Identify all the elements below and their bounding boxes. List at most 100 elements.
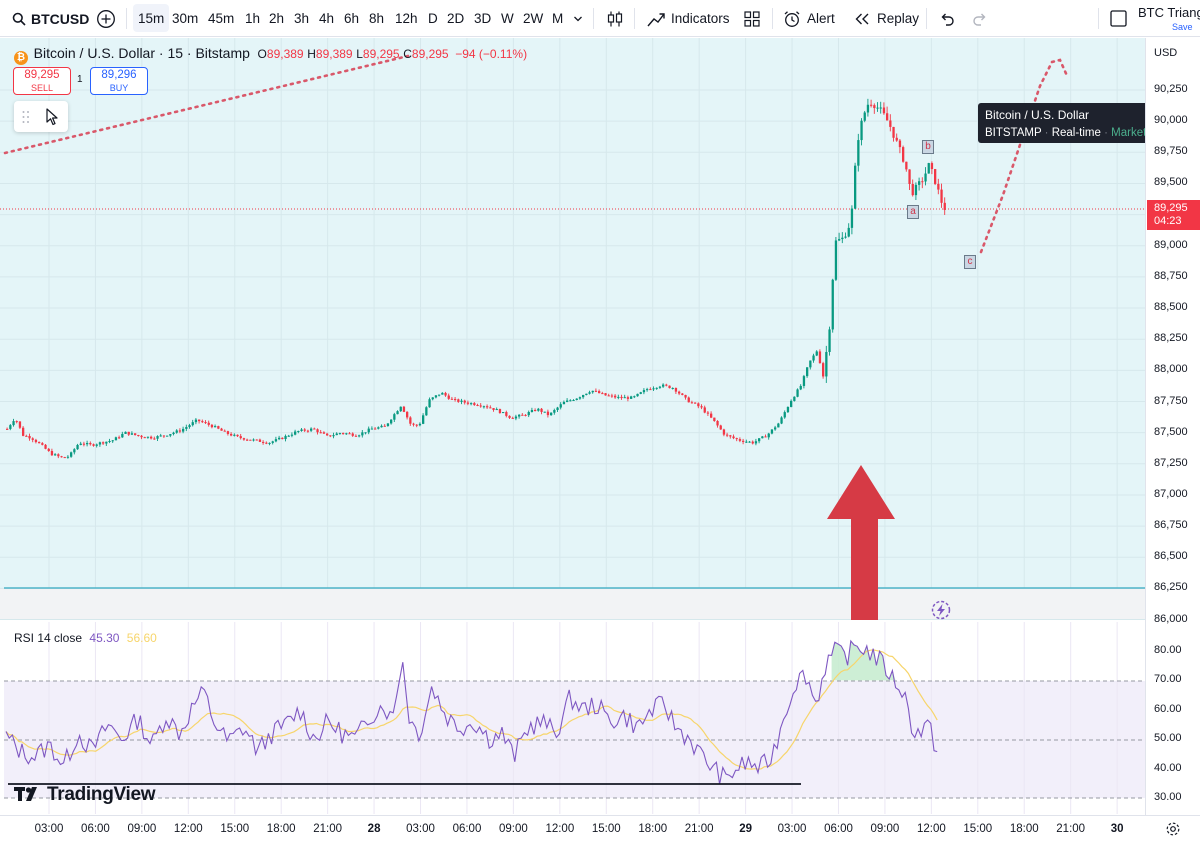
wave-label-c[interactable]: c [964, 255, 976, 269]
currency-selector[interactable]: USD [1154, 47, 1178, 59]
layouts-button[interactable] [744, 0, 760, 37]
floating-cursor-toolbar[interactable] [14, 101, 68, 132]
up-arrow-drawing[interactable] [827, 465, 895, 620]
compare-symbol-button[interactable] [96, 0, 116, 37]
timeframe-2h[interactable]: 2h [269, 11, 285, 26]
trendline-dotted[interactable] [3, 54, 410, 155]
candle [553, 408, 556, 415]
candle [6, 427, 9, 430]
candle [486, 404, 489, 409]
buy-button[interactable]: 89,296 BUY [90, 67, 148, 95]
timeframe-12h[interactable]: 12h [395, 11, 418, 26]
candle [294, 429, 297, 436]
toolbar-divider [634, 8, 635, 29]
timeframe-2d[interactable]: 2D [447, 11, 465, 26]
candle [770, 429, 774, 435]
low-label: L [356, 47, 363, 61]
candle [114, 436, 118, 441]
timeframe-d[interactable]: D [428, 11, 438, 26]
tradingview-wordmark: TradingView [46, 784, 156, 805]
wave-label-a[interactable]: a [907, 205, 919, 219]
price-tick: 88,250 [1154, 332, 1188, 345]
rsi-legend[interactable]: RSI 14 close 45.30 56.60 [14, 631, 157, 645]
candle [220, 427, 223, 431]
last-price-value: 89,295 [1154, 202, 1188, 214]
redo-icon [973, 13, 986, 26]
candle [390, 419, 393, 425]
timeframe-2w[interactable]: 2W [523, 11, 544, 26]
candle [706, 410, 710, 416]
timeframe-15m[interactable]: 15m [133, 4, 170, 32]
undo-button[interactable] [939, 0, 955, 37]
candle [217, 425, 220, 430]
redo-button[interactable] [972, 0, 988, 37]
timeframe-30m[interactable]: 30m [172, 11, 199, 26]
candle [377, 426, 380, 430]
alert-button[interactable]: Alert [783, 0, 835, 37]
time-axis[interactable]: 03:00 06:00 09:00 12:00 15:00 18:00 21:00 28 03:… [0, 815, 1200, 843]
candle [393, 412, 396, 423]
layout-name[interactable]: BTC Triang [1138, 5, 1200, 20]
candle [450, 396, 454, 400]
candle [102, 441, 105, 445]
price-scale[interactable]: USD 90,25090,00089,75089,50089,25089,000… [1145, 38, 1200, 815]
close-label: C [403, 47, 412, 61]
candle [492, 408, 495, 412]
replay-button[interactable]: Replay [854, 0, 919, 37]
candle [66, 455, 70, 459]
candle [345, 432, 348, 435]
price-chart-pane[interactable]: a b c ₿ Bitcoin / U.S. Dollar · 15 · Bit… [0, 38, 1145, 620]
timeframe-45m[interactable]: 45m [208, 11, 235, 26]
candle [444, 391, 447, 397]
candle [466, 400, 470, 406]
candle [422, 413, 425, 425]
replay-lightning-icon[interactable] [931, 600, 951, 620]
sell-price: 89,295 [24, 69, 60, 81]
rsi-pane[interactable]: RSI 14 close 45.30 56.60 TradingView [0, 622, 1145, 814]
tradingview-logo[interactable]: TradingView [14, 784, 156, 806]
candle [415, 424, 418, 428]
candle [927, 162, 930, 174]
symbol-search[interactable]: BTCUSD [12, 0, 89, 37]
indicators-button[interactable]: Indicators [647, 0, 730, 37]
timeframe-dropdown[interactable] [573, 0, 583, 37]
symbol-title[interactable]: Bitcoin / U.S. Dollar · 15 · Bitstamp [33, 45, 250, 61]
drag-handle-icon[interactable] [21, 110, 31, 124]
timeframe-8h[interactable]: 8h [369, 11, 385, 26]
rsi-label: RSI 14 close [14, 631, 83, 645]
candle [431, 397, 434, 401]
timeframe-3h[interactable]: 3h [294, 11, 310, 26]
price-tick: 89,750 [1154, 145, 1188, 158]
candle [882, 102, 886, 115]
timeframe-3d[interactable]: 3D [474, 11, 492, 26]
time-tick: 09:00 [127, 823, 157, 835]
candle [742, 438, 745, 445]
candle [601, 391, 604, 395]
cursor-arrow-icon[interactable] [45, 108, 59, 126]
chart-lower-band [0, 588, 1145, 620]
candle [710, 411, 713, 419]
candle [850, 205, 854, 235]
timeframe-4h[interactable]: 4h [319, 11, 335, 26]
timeframe-m[interactable]: M [552, 11, 564, 26]
candle [25, 434, 28, 437]
candle [185, 424, 188, 432]
candle [239, 433, 242, 440]
wave-projection-path[interactable] [979, 58, 1070, 254]
candle [60, 455, 63, 458]
chart-type-button[interactable] [606, 0, 624, 37]
layout-menu-button[interactable] [1110, 0, 1127, 37]
candle [380, 424, 383, 428]
wave-label-b[interactable]: b [922, 140, 934, 154]
candle [575, 398, 578, 401]
time-tick: 03:00 [406, 823, 435, 835]
timeframe-1h[interactable]: 1h [245, 11, 261, 26]
top-toolbar: BTCUSD 15m 30m 45m 1h 2h 3h 4h 6h 8h 12h… [0, 0, 1200, 37]
timeframe-w[interactable]: W [501, 11, 514, 26]
sell-button[interactable]: 89,295 SELL [13, 67, 71, 95]
time-tick: 15:00 [963, 823, 993, 835]
time-axis-settings-icon[interactable] [1165, 821, 1181, 837]
candle [722, 428, 726, 437]
candle [930, 161, 934, 175]
timeframe-6h[interactable]: 6h [344, 11, 360, 26]
